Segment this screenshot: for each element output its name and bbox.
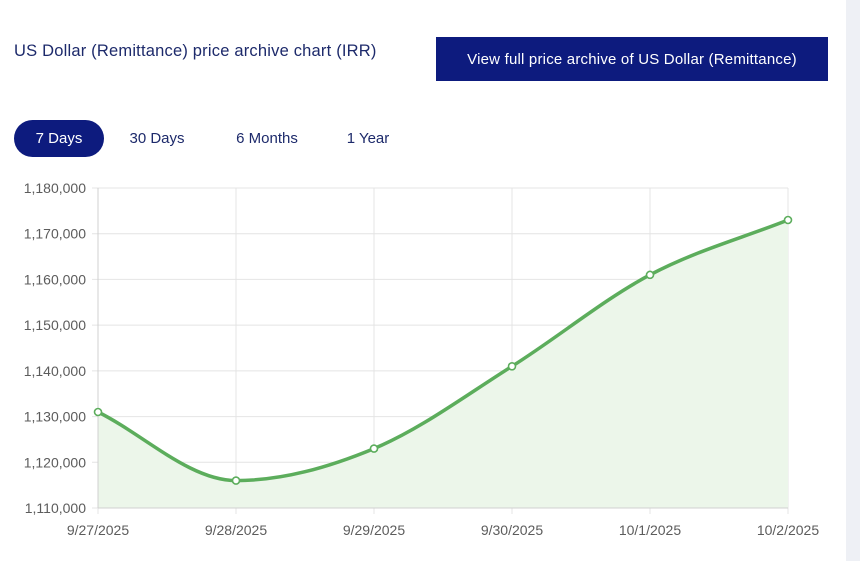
x-tick-label: 9/29/2025 bbox=[343, 522, 405, 538]
data-point bbox=[93, 407, 103, 417]
tab-1-year[interactable]: 1 Year bbox=[346, 130, 390, 147]
x-tick-label: 9/30/2025 bbox=[481, 522, 543, 538]
y-tick-label: 1,160,000 bbox=[24, 271, 86, 287]
data-point bbox=[507, 361, 517, 371]
tab-30-days[interactable]: 30 Days bbox=[129, 130, 185, 147]
series-area bbox=[98, 220, 788, 508]
x-tick-label: 9/28/2025 bbox=[205, 522, 267, 538]
price-chart-svg: 1,110,000 1,120,000 1,130,000 1,140,000 1,15… bbox=[24, 180, 820, 538]
y-tick-label: 1,110,000 bbox=[25, 500, 86, 516]
y-tick-label: 1,170,000 bbox=[24, 226, 86, 242]
data-point bbox=[645, 270, 655, 280]
tab-7-days[interactable]: 7 Days bbox=[14, 120, 104, 157]
data-point bbox=[231, 476, 241, 485]
y-tick-label: 1,130,000 bbox=[24, 409, 86, 425]
data-point bbox=[369, 444, 379, 453]
price-chart: 1,110,000 1,120,000 1,130,000 1,140,000 1,15… bbox=[0, 170, 846, 550]
x-tick-label: 10/1/2025 bbox=[619, 522, 681, 538]
series-line bbox=[96, 218, 790, 483]
y-tick-label: 1,180,000 bbox=[24, 180, 86, 196]
data-point bbox=[783, 215, 793, 225]
y-tick-label: 1,150,000 bbox=[24, 317, 86, 333]
x-tick-label: 10/2/2025 bbox=[757, 522, 819, 538]
chart-title: US Dollar (Remittance) price archive cha… bbox=[14, 42, 377, 60]
y-tick-label: 1,140,000 bbox=[24, 363, 86, 379]
y-tick-label: 1,120,000 bbox=[24, 454, 86, 470]
tab-6-months[interactable]: 6 Months bbox=[236, 130, 298, 147]
view-full-archive-button[interactable]: View full price archive of US Dollar (Re… bbox=[436, 37, 828, 81]
x-tick-label: 9/27/2025 bbox=[67, 522, 129, 538]
